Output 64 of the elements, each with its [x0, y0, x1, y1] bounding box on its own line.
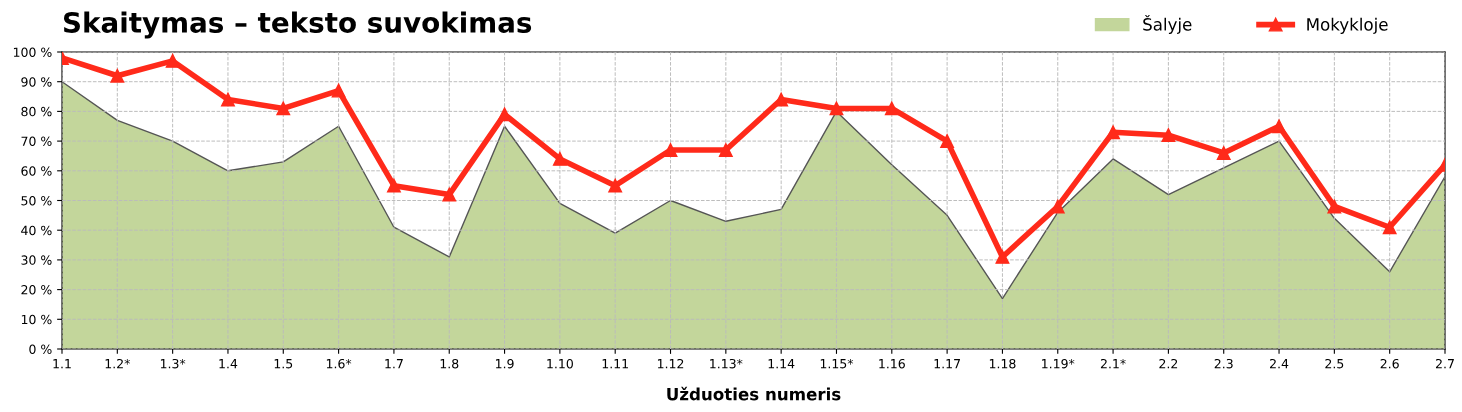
point	[1216, 146, 1231, 160]
x-tick-label: 1.11	[602, 359, 628, 369]
point	[1161, 128, 1176, 143]
x-tick-label: 1.4	[219, 359, 238, 369]
x-tick-label: 1.18	[989, 358, 1016, 369]
x-tick-label: 1.1	[53, 359, 71, 369]
point	[497, 107, 512, 122]
x-tick-label: 2.7	[1435, 358, 1454, 369]
point	[110, 68, 125, 83]
point	[442, 187, 457, 202]
x-tick-label: 1.12	[657, 358, 684, 369]
x-tick-label: 1.13*	[710, 358, 743, 369]
y-tick-label: 90 %	[21, 77, 52, 87]
y-tick-label: 60 %	[21, 166, 52, 176]
legend-label: Šalyje	[1143, 15, 1192, 34]
y-tick-label: 50 %	[21, 195, 52, 206]
y-tick-label: 20 %	[21, 285, 52, 295]
x-tick-label: 1.3*	[160, 358, 186, 369]
point	[331, 83, 346, 98]
x-tick-label: 2.1*	[1100, 358, 1126, 369]
point	[884, 101, 899, 116]
point	[608, 178, 623, 193]
point	[718, 143, 733, 157]
x-tick-label: 1.6*	[326, 358, 352, 369]
point	[1272, 119, 1286, 134]
x-tick-label: 1.16	[879, 358, 905, 369]
y-tick-label: 80 %	[21, 106, 52, 117]
y-tick-label: 10 %	[21, 314, 52, 325]
y-tick-label: 70 %	[21, 136, 52, 147]
point	[552, 151, 567, 166]
y-tick-label: 40 %	[21, 225, 52, 236]
legend-label: Mokykloje	[1307, 17, 1388, 34]
point	[829, 101, 844, 116]
x-tick-label: 1.7	[385, 359, 403, 369]
y-tick-label: 100 %	[13, 47, 52, 57]
y-tick-label: 0 %	[29, 344, 52, 354]
point	[1327, 199, 1342, 214]
point	[663, 143, 678, 157]
chart-title: Skaitymas – teksto suvokimas	[63, 11, 532, 39]
x-tick-label: 2.2	[1159, 358, 1178, 369]
x-tick-label: 1.14	[768, 359, 795, 369]
x-tick-label: 2.4	[1270, 358, 1289, 369]
point	[1106, 125, 1121, 140]
x-tick-label: 1.15*	[820, 358, 854, 369]
x-tick-label: 2.6	[1380, 358, 1399, 369]
x-tick-label: 1.10	[547, 358, 573, 369]
point	[774, 92, 789, 107]
x-tick-label: 1.9	[495, 358, 514, 369]
x-tick-label: 1.19*	[1042, 358, 1075, 369]
point	[221, 92, 235, 107]
point	[165, 53, 180, 68]
point	[995, 249, 1010, 264]
x-tick-label: 1.17	[934, 359, 960, 369]
x-tick-label: 2.3	[1214, 358, 1233, 369]
point	[276, 101, 291, 116]
x-tick-label: 1.8	[440, 358, 459, 369]
x-tick-label: 1.2*	[105, 358, 131, 369]
x-tick-label: 1.5	[274, 359, 293, 369]
point	[386, 178, 401, 193]
point	[940, 134, 955, 149]
y-tick-label: 30 %	[21, 255, 52, 265]
point	[1382, 220, 1397, 235]
x-tick-label: 2.5	[1325, 358, 1344, 369]
x-axis-title: Užduoties numeris	[667, 386, 841, 401]
